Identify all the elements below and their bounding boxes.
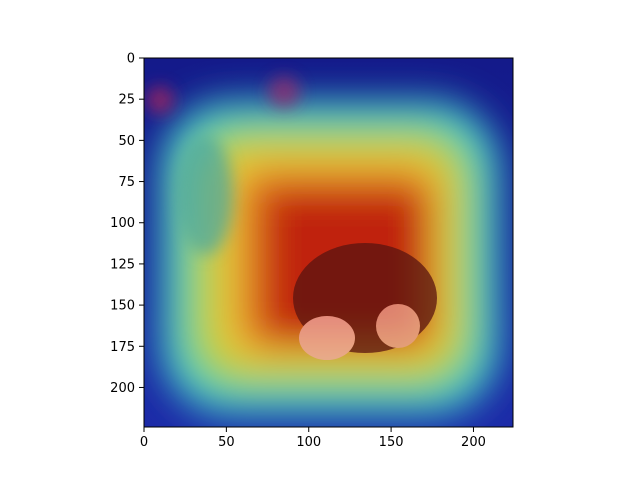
x-tick-label: 200: [461, 435, 486, 450]
y-tick-label: 75: [118, 175, 135, 190]
heatmap-image: [144, 58, 513, 427]
x-axis: 0 50 100 150 200: [140, 427, 486, 450]
x-tick-label: 150: [379, 435, 404, 450]
y-tick-label: 50: [118, 134, 135, 149]
y-tick-label: 25: [118, 93, 135, 108]
x-tick-label: 50: [218, 435, 235, 450]
plot-frame: [143, 57, 514, 428]
cat-light-shape: [299, 316, 355, 360]
y-tick-label: 150: [110, 299, 135, 314]
y-tick-label: 175: [110, 340, 135, 355]
flower-shape: [146, 86, 174, 114]
flower-shape: [268, 76, 300, 108]
y-tick-label: 200: [110, 381, 135, 396]
x-tick-label: 0: [140, 435, 148, 450]
y-tick-label: 100: [110, 216, 135, 231]
y-tick-label: 0: [127, 52, 135, 67]
y-axis: 0 25 50 75 100 125 150 175 200: [110, 52, 144, 396]
x-tick-label: 100: [296, 435, 321, 450]
y-tick-label: 125: [110, 257, 135, 272]
foliage-shape: [177, 135, 233, 255]
cat-light-face-shape: [376, 304, 420, 348]
